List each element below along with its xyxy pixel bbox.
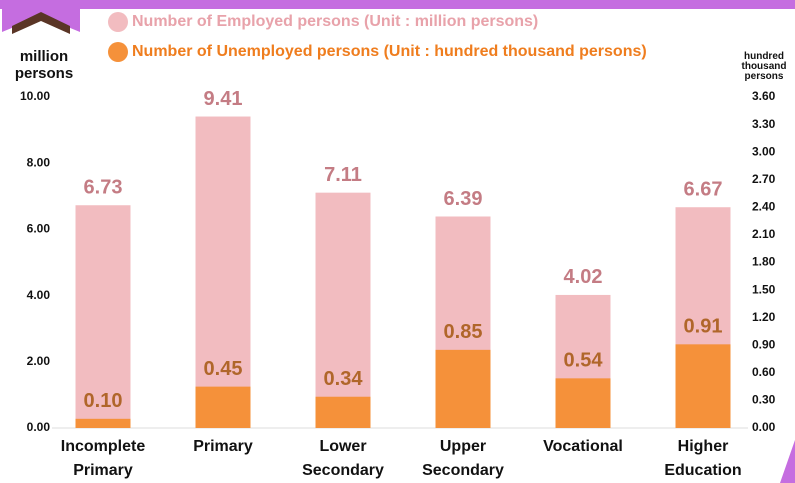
value-label: 6.67 — [684, 179, 723, 201]
value-label: 0.10 — [84, 390, 123, 412]
y2-axis-label: hundred thousand persons — [741, 51, 787, 82]
x-tick-label: Vocational — [543, 438, 623, 455]
y-tick-label: 8.00 — [27, 155, 51, 169]
corner-decoration — [780, 440, 795, 483]
y-tick-label: 10.00 — [20, 89, 50, 103]
x-tick-label: Upper Secondary — [422, 438, 504, 479]
bar — [75, 205, 131, 428]
bar — [675, 344, 731, 428]
y2-tick-label: 0.60 — [752, 365, 776, 379]
value-label: 0.34 — [324, 368, 364, 390]
y2-tick-label: 2.70 — [752, 172, 776, 186]
y2-tick-label: 1.50 — [752, 282, 776, 296]
y2-tick-label: 1.80 — [752, 255, 776, 269]
x-tick-label: Higher Education — [664, 438, 742, 479]
bar — [435, 349, 491, 428]
y-tick-label: 0.00 — [27, 420, 51, 434]
bar — [195, 386, 251, 428]
y-tick-label: 2.00 — [27, 354, 51, 368]
y-tick-label: 6.00 — [27, 222, 51, 236]
y2-tick-label: 1.20 — [752, 310, 776, 324]
arrow-icon — [12, 12, 70, 34]
y2-tick-label: 2.40 — [752, 200, 776, 214]
legend-label: Number of Employed persons (Unit : milli… — [132, 13, 538, 30]
value-label: 0.85 — [444, 321, 483, 343]
bar — [315, 192, 371, 428]
x-tick-label: Incomplete Primary — [60, 438, 146, 479]
value-label: 6.39 — [444, 188, 483, 210]
value-label: 7.11 — [324, 164, 362, 186]
top-strip — [0, 0, 795, 9]
y-tick-label: 4.00 — [27, 288, 51, 302]
legend-label: Number of Unemployed persons (Unit : hun… — [132, 43, 647, 60]
y2-tick-label: 2.10 — [752, 227, 776, 241]
y2-tick-label: 3.00 — [752, 144, 776, 158]
y2-tick-label: 0.90 — [752, 337, 776, 351]
value-label: 9.41 — [204, 88, 243, 110]
value-label: 0.91 — [684, 316, 723, 338]
value-label: 0.54 — [564, 350, 604, 372]
y2-tick-label: 3.30 — [752, 117, 776, 131]
value-label: 0.45 — [204, 358, 243, 380]
y2-tick-label: 0.00 — [752, 420, 776, 434]
legend-marker — [108, 12, 128, 32]
bar — [315, 396, 371, 428]
x-tick-label: Primary — [193, 438, 253, 455]
x-tick-label: Lower Secondary — [302, 438, 384, 479]
y-axis-label: million persons — [14, 48, 74, 82]
y2-tick-label: 3.60 — [752, 89, 776, 103]
bar — [75, 418, 131, 428]
bar — [555, 378, 611, 428]
legend-marker — [108, 42, 128, 62]
y2-tick-label: 0.30 — [752, 393, 776, 407]
value-label: 6.73 — [84, 177, 123, 199]
bar — [195, 116, 251, 429]
value-label: 4.02 — [564, 266, 603, 288]
